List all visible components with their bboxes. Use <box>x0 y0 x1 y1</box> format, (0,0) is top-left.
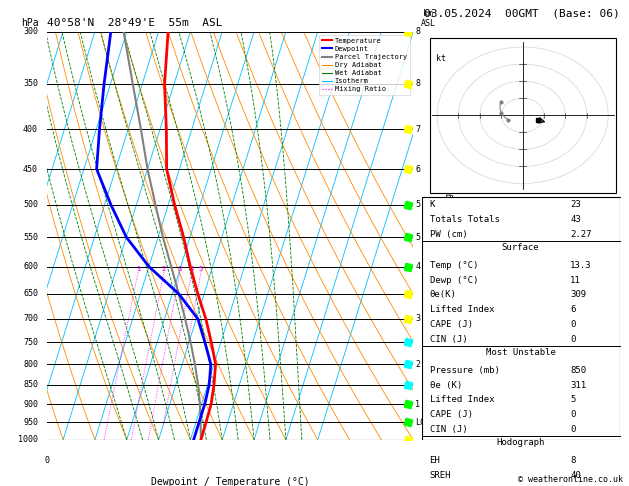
Text: 6: 6 <box>570 305 576 314</box>
Text: 950: 950 <box>23 418 38 427</box>
Text: EH: EH <box>430 456 440 465</box>
Text: 40: 40 <box>570 471 581 480</box>
Text: 300: 300 <box>23 27 38 36</box>
Text: 350: 350 <box>23 79 38 88</box>
Text: 500: 500 <box>23 200 38 209</box>
Text: 0: 0 <box>570 334 576 344</box>
Text: 03.05.2024  00GMT  (Base: 06): 03.05.2024 00GMT (Base: 06) <box>424 8 620 18</box>
Text: 309: 309 <box>570 291 586 299</box>
Text: θe(K): θe(K) <box>430 291 457 299</box>
Text: 1000: 1000 <box>18 435 38 444</box>
Text: LCL: LCL <box>415 418 430 427</box>
Text: CAPE (J): CAPE (J) <box>430 320 472 329</box>
Text: 0: 0 <box>570 410 576 419</box>
Text: 311: 311 <box>570 381 586 390</box>
Text: K: K <box>430 200 435 209</box>
Text: 43: 43 <box>570 215 581 224</box>
Text: 550: 550 <box>23 233 38 242</box>
Text: 8: 8 <box>415 79 420 88</box>
Text: 8: 8 <box>415 27 420 36</box>
Text: Dewp (°C): Dewp (°C) <box>430 276 478 285</box>
Text: 8: 8 <box>570 456 576 465</box>
Text: 650: 650 <box>23 289 38 298</box>
Text: 900: 900 <box>23 399 38 409</box>
Text: 11: 11 <box>570 276 581 285</box>
Text: PW (cm): PW (cm) <box>430 229 467 239</box>
Text: 600: 600 <box>23 262 38 271</box>
Text: Hodograph: Hodograph <box>496 438 545 447</box>
Text: 2.27: 2.27 <box>570 229 592 239</box>
Text: 850: 850 <box>570 366 586 375</box>
Text: SREH: SREH <box>430 471 451 480</box>
Text: 7: 7 <box>415 124 420 134</box>
Text: Dewpoint / Temperature (°C): Dewpoint / Temperature (°C) <box>151 477 309 486</box>
Text: 800: 800 <box>23 360 38 369</box>
Text: Pressure (mb): Pressure (mb) <box>430 366 499 375</box>
Text: Totals Totals: Totals Totals <box>430 215 499 224</box>
Text: 1: 1 <box>415 399 420 409</box>
Bar <box>421 197 620 440</box>
Text: Temp (°C): Temp (°C) <box>430 261 478 270</box>
Text: 3: 3 <box>177 266 182 272</box>
Text: 850: 850 <box>23 380 38 389</box>
Legend: Temperature, Dewpoint, Parcel Trajectory, Dry Adiabat, Wet Adiabat, Isotherm, Mi: Temperature, Dewpoint, Parcel Trajectory… <box>319 35 409 95</box>
Text: Surface: Surface <box>502 243 540 252</box>
Text: CAPE (J): CAPE (J) <box>430 410 472 419</box>
Text: 6: 6 <box>415 165 420 174</box>
Bar <box>430 38 616 193</box>
Text: 2: 2 <box>415 360 420 369</box>
Text: Lifted Index: Lifted Index <box>430 305 494 314</box>
Text: 0: 0 <box>570 320 576 329</box>
Text: CIN (J): CIN (J) <box>430 334 467 344</box>
Text: 23: 23 <box>570 200 581 209</box>
Text: 400: 400 <box>23 124 38 134</box>
Text: © weatheronline.co.uk: © weatheronline.co.uk <box>518 474 623 484</box>
Text: 5: 5 <box>415 233 420 242</box>
Text: 2: 2 <box>162 266 166 272</box>
Text: θe (K): θe (K) <box>430 381 462 390</box>
Text: Most Unstable: Most Unstable <box>486 348 555 357</box>
Text: 13.3: 13.3 <box>570 261 592 270</box>
Text: 700: 700 <box>23 314 38 323</box>
Text: kt: kt <box>435 54 445 63</box>
Text: 1: 1 <box>136 266 140 272</box>
Text: 5: 5 <box>199 266 203 272</box>
Text: 0: 0 <box>45 456 50 465</box>
Text: Mixing Ratio (g/kg): Mixing Ratio (g/kg) <box>445 188 454 283</box>
Text: 3: 3 <box>415 314 420 323</box>
Text: CIN (J): CIN (J) <box>430 425 467 434</box>
Text: 4: 4 <box>415 262 420 271</box>
Text: 5: 5 <box>570 395 576 404</box>
Text: 750: 750 <box>23 338 38 347</box>
Text: hPa: hPa <box>21 17 39 28</box>
Text: km
ASL: km ASL <box>420 9 435 28</box>
Text: 4: 4 <box>189 266 194 272</box>
Text: 5: 5 <box>415 200 420 209</box>
Text: 0: 0 <box>570 425 576 434</box>
Text: Lifted Index: Lifted Index <box>430 395 494 404</box>
Text: 40°58'N  28°49'E  55m  ASL: 40°58'N 28°49'E 55m ASL <box>47 18 223 28</box>
Text: 450: 450 <box>23 165 38 174</box>
